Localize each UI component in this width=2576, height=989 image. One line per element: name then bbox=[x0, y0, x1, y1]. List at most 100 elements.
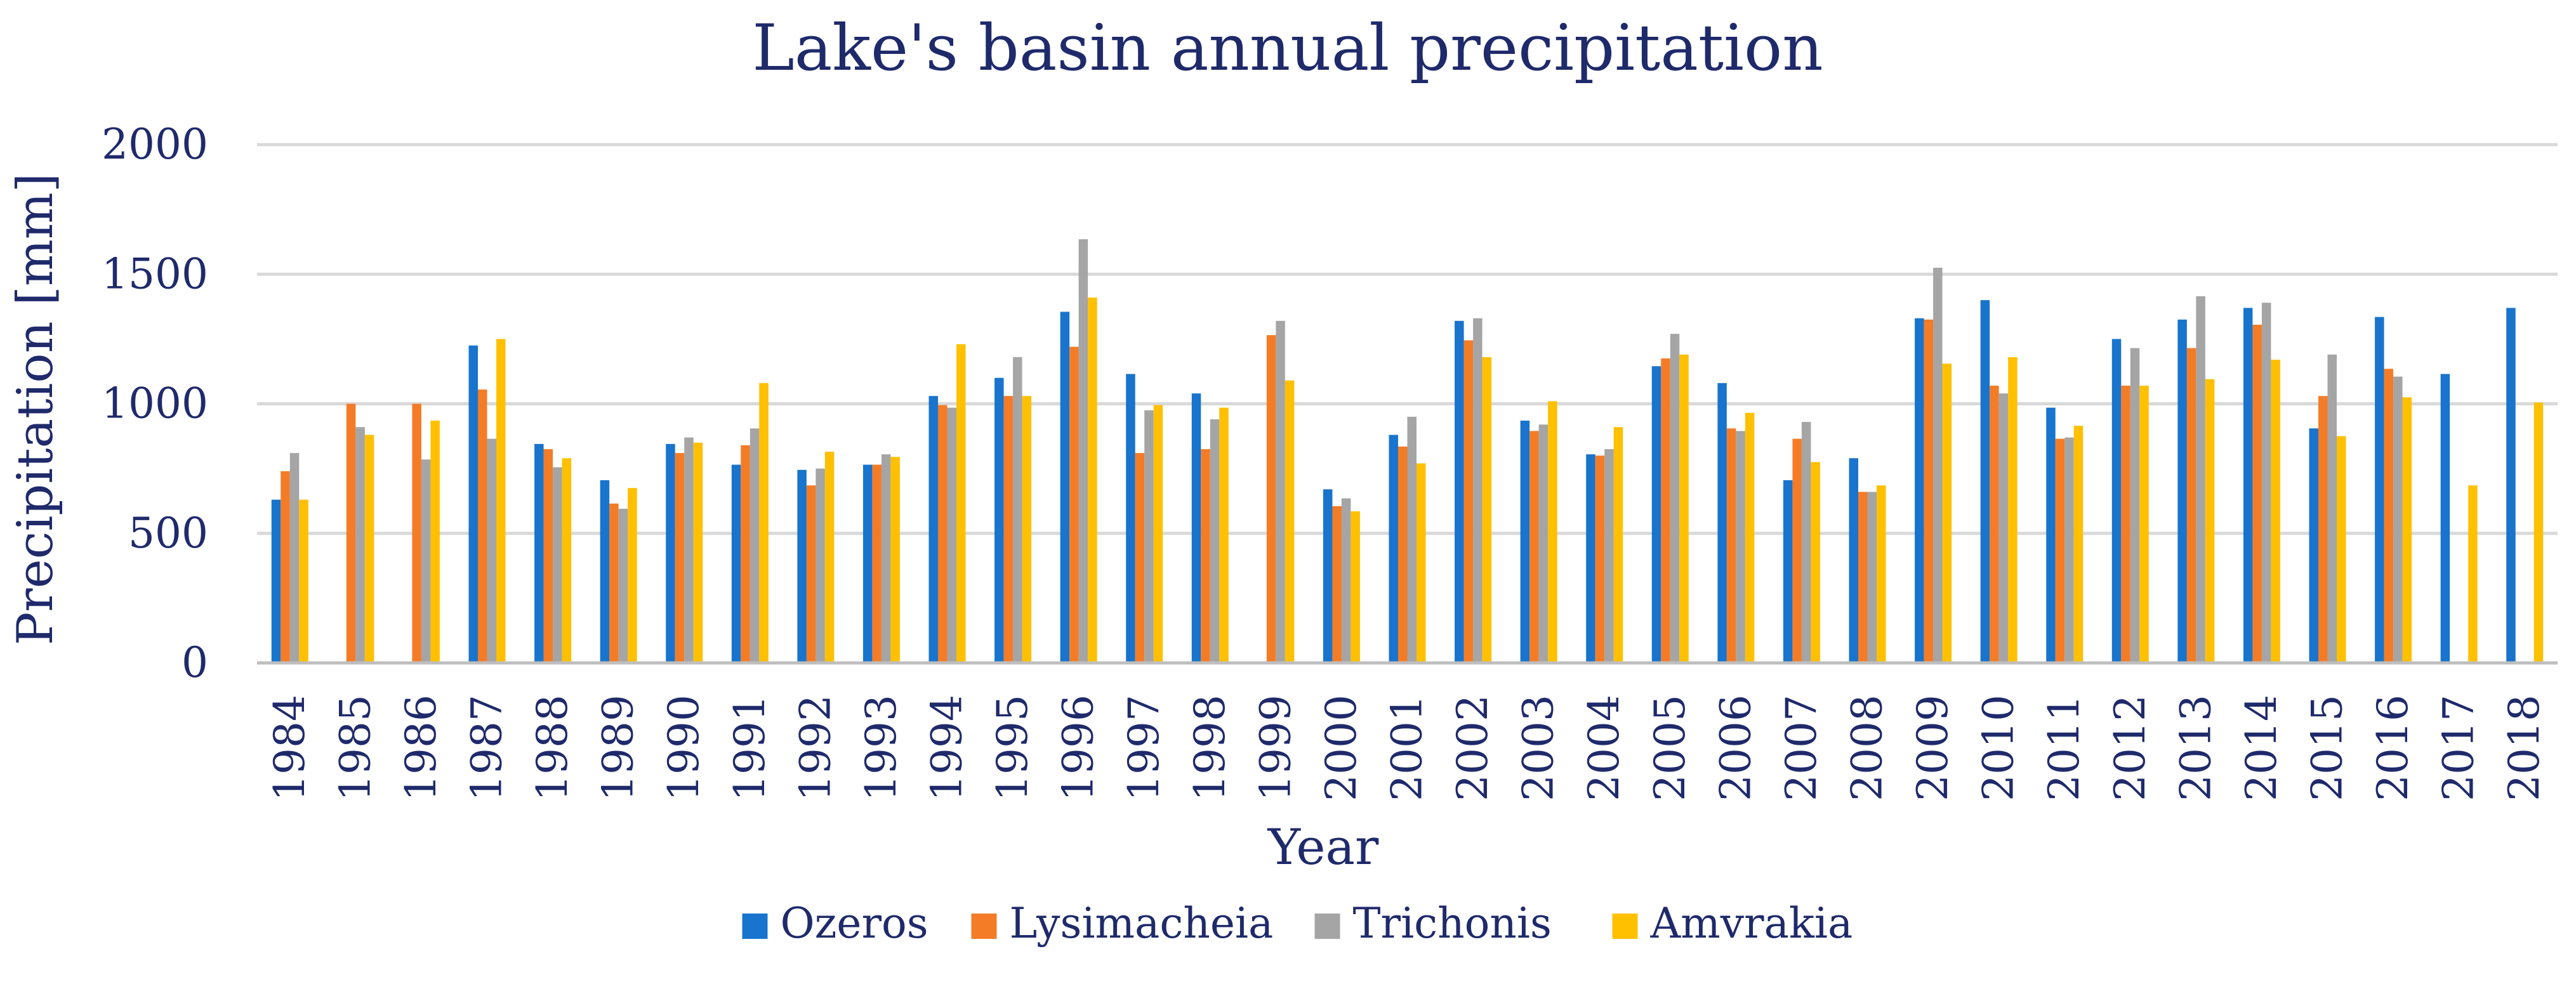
bar-amvrakia-1987 bbox=[496, 339, 506, 663]
bar-trichonis-1987 bbox=[487, 438, 496, 663]
bar-trichonis-1992 bbox=[816, 468, 825, 663]
bar-trichonis-2007 bbox=[1801, 422, 1811, 663]
bar-lysimacheia-1991 bbox=[741, 445, 750, 663]
bar-lysimacheia-2009 bbox=[1924, 319, 1934, 663]
bar-lysimacheia-2006 bbox=[1726, 428, 1736, 663]
x-tick-label: 1994 bbox=[923, 695, 972, 801]
bar-amvrakia-1989 bbox=[628, 488, 637, 663]
bar-lysimacheia-2012 bbox=[2121, 385, 2130, 663]
legend-swatch bbox=[742, 914, 768, 939]
bar-trichonis-2016 bbox=[2393, 376, 2403, 663]
bar-ozeros-2010 bbox=[1980, 300, 1990, 664]
legend-swatch bbox=[971, 914, 997, 939]
bar-amvrakia-2009 bbox=[1942, 364, 1952, 663]
bar-ozeros-2002 bbox=[1455, 320, 1464, 663]
x-tick-label: 2000 bbox=[1317, 695, 1366, 801]
x-tick-label: 1984 bbox=[265, 695, 314, 801]
x-tick-label: 2003 bbox=[1514, 695, 1563, 801]
x-tick-label: 2011 bbox=[2040, 695, 2089, 801]
bar-trichonis-2011 bbox=[2064, 437, 2074, 663]
bar-ozeros-2000 bbox=[1323, 489, 1333, 663]
bar-ozeros-2007 bbox=[1783, 480, 1793, 663]
bar-lysimacheia-1989 bbox=[609, 503, 619, 663]
x-tick-label: 2002 bbox=[1448, 695, 1497, 801]
bar-trichonis-1998 bbox=[1210, 419, 1220, 663]
bar-lysimacheia-1987 bbox=[478, 390, 487, 663]
bar-lysimacheia-1988 bbox=[543, 449, 553, 663]
bar-lysimacheia-2002 bbox=[1463, 340, 1474, 663]
legend: Ozeros Lysimacheia Trichonis Amvrakia bbox=[742, 899, 1853, 948]
bar-amvrakia-1995 bbox=[1022, 396, 1032, 663]
bar-lysimacheia-2001 bbox=[1398, 446, 1408, 663]
y-tick-label: 1500 bbox=[102, 249, 208, 298]
x-tick-label: 1985 bbox=[331, 695, 380, 801]
bar-lysimacheia-1990 bbox=[675, 453, 685, 663]
bar-ozeros-1990 bbox=[666, 443, 675, 663]
bar-amvrakia-2002 bbox=[1482, 357, 1492, 663]
bar-ozeros-2011 bbox=[2046, 407, 2056, 663]
x-tick-label: 2014 bbox=[2237, 695, 2286, 801]
bar-trichonis-1986 bbox=[421, 459, 431, 663]
x-tick-label: 2008 bbox=[1843, 695, 1892, 801]
bar-amvrakia-1997 bbox=[1153, 405, 1163, 663]
bar-lysimacheia-2016 bbox=[2384, 369, 2394, 663]
x-tick-label: 1990 bbox=[659, 695, 708, 801]
bar-lysimacheia-2008 bbox=[1858, 492, 1868, 663]
bar-lysimacheia-1984 bbox=[281, 471, 290, 663]
bar-trichonis-1994 bbox=[947, 407, 956, 663]
legend-label: Ozeros bbox=[781, 899, 928, 948]
bar-ozeros-2014 bbox=[2243, 308, 2253, 664]
bar-ozeros-2018 bbox=[2506, 308, 2516, 664]
bar-lysimacheia-1999 bbox=[1266, 335, 1276, 663]
bar-amvrakia-2005 bbox=[1679, 354, 1689, 663]
bar-ozeros-2015 bbox=[2309, 428, 2318, 663]
x-tick-label: 2018 bbox=[2500, 695, 2549, 801]
bar-ozeros-2013 bbox=[2177, 319, 2187, 663]
bar-lysimacheia-2007 bbox=[1792, 438, 1802, 663]
x-tick-label: 2006 bbox=[1711, 695, 1760, 801]
x-tick-label: 2007 bbox=[1777, 695, 1826, 801]
bar-amvrakia-2007 bbox=[1811, 462, 1820, 663]
x-tick-label: 2017 bbox=[2434, 695, 2483, 801]
bar-ozeros-1995 bbox=[994, 377, 1004, 663]
bar-trichonis-1995 bbox=[1013, 357, 1022, 663]
y-tick-label: 500 bbox=[128, 509, 208, 558]
y-tick-label: 2000 bbox=[102, 120, 208, 169]
bar-amvrakia-2006 bbox=[1745, 412, 1755, 663]
bar-ozeros-1988 bbox=[534, 443, 544, 663]
x-tick-label: 1991 bbox=[725, 695, 774, 801]
bar-lysimacheia-2005 bbox=[1661, 358, 1670, 663]
bar-ozeros-1984 bbox=[271, 499, 281, 663]
bar-lysimacheia-1986 bbox=[412, 403, 421, 663]
bar-amvrakia-2012 bbox=[2139, 385, 2149, 663]
bar-trichonis-2013 bbox=[2196, 296, 2205, 663]
bar-trichonis-1991 bbox=[750, 428, 760, 663]
bar-ozeros-2009 bbox=[1915, 318, 1924, 663]
x-tick-label: 1996 bbox=[1054, 695, 1103, 801]
bar-lysimacheia-2010 bbox=[1990, 385, 1999, 663]
legend-item-amvrakia: Amvrakia bbox=[1612, 899, 1853, 948]
bar-trichonis-2012 bbox=[2130, 348, 2140, 663]
bar-ozeros-1993 bbox=[862, 464, 873, 663]
bars bbox=[271, 239, 2544, 664]
legend-item-trichonis: Trichonis bbox=[1314, 899, 1552, 948]
bar-amvrakia-2010 bbox=[2008, 357, 2018, 663]
x-tick-label: 1999 bbox=[1251, 695, 1300, 801]
x-tick-label: 1995 bbox=[988, 695, 1037, 801]
x-tick-label: 2010 bbox=[1974, 695, 2023, 801]
x-tick-label: 1989 bbox=[594, 695, 643, 801]
x-tick-label: 1986 bbox=[397, 695, 446, 801]
bar-trichonis-1984 bbox=[289, 453, 300, 663]
bar-trichonis-1996 bbox=[1078, 239, 1088, 663]
bar-ozeros-1992 bbox=[797, 469, 807, 663]
bar-trichonis-2004 bbox=[1604, 449, 1614, 663]
legend-swatch bbox=[1612, 914, 1638, 939]
bar-amvrakia-1984 bbox=[299, 499, 308, 663]
legend-swatch bbox=[1314, 914, 1340, 939]
bar-trichonis-2006 bbox=[1736, 431, 1745, 663]
bar-amvrakia-1986 bbox=[430, 421, 440, 663]
bar-amvrakia-1999 bbox=[1285, 380, 1295, 663]
bar-ozeros-2012 bbox=[2111, 339, 2122, 663]
